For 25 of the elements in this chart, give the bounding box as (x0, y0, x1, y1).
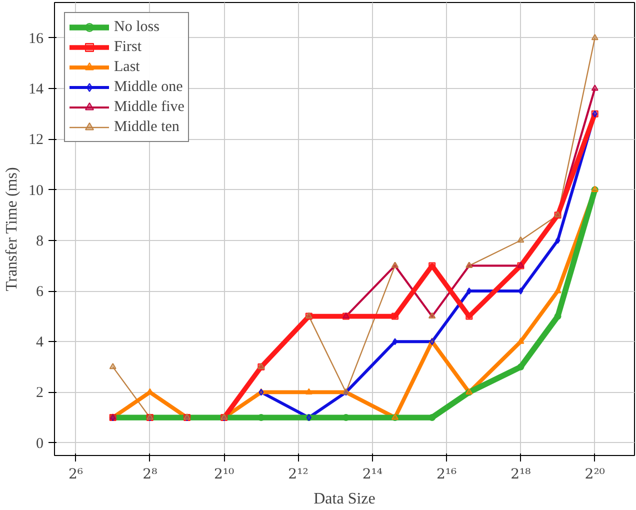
x-tick-label: 2¹⁶ (436, 466, 458, 482)
y-tick-label: 8 (36, 233, 44, 250)
legend-label: Middle five (114, 98, 184, 116)
y-tick-label: 2 (36, 385, 44, 402)
y-axis-title: Transfer Time (ms) (4, 167, 20, 292)
x-tick-label: 2¹⁴ (362, 466, 383, 482)
legend-label: Last (114, 58, 140, 76)
y-tick-label: 6 (36, 284, 44, 300)
x-tick-label: 2¹² (288, 466, 308, 482)
legend-label: First (114, 38, 142, 56)
y-tick-label: 0 (36, 436, 44, 452)
x-tick-label: 2²⁰ (584, 466, 606, 482)
x-tick-label: 2¹⁸ (510, 466, 532, 482)
legend-label: No loss (114, 18, 160, 36)
y-tick-label: 10 (28, 182, 44, 199)
y-tick-label: 12 (28, 132, 44, 148)
y-tick-label: 16 (28, 30, 44, 47)
x-tick-label: 2¹⁰ (214, 466, 235, 482)
x-tick-label: 2⁸ (142, 466, 158, 482)
x-axis-title: Data Size (314, 490, 376, 508)
y-tick-label: 14 (28, 82, 44, 98)
y-tick-label: 4 (36, 334, 44, 351)
x-tick-label: 2⁶ (68, 466, 84, 482)
legend-label: Middle one (114, 78, 183, 96)
legend-label: Middle ten (114, 118, 180, 136)
